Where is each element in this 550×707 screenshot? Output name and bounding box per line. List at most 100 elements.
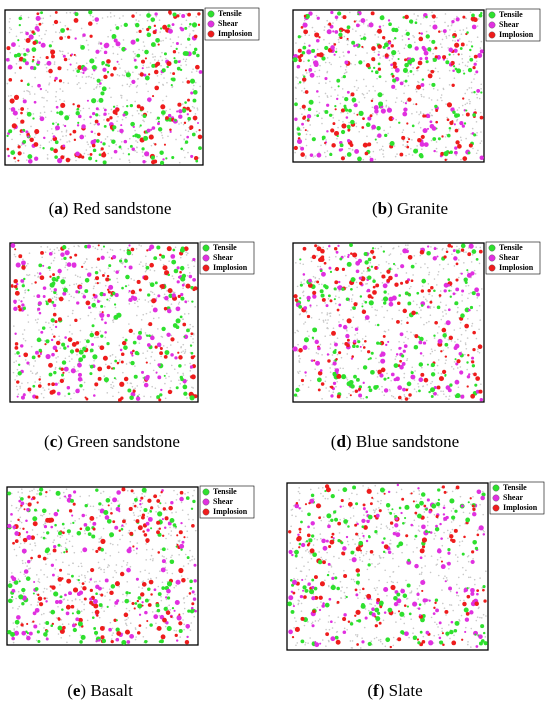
particle (445, 313, 447, 315)
particle (304, 34, 307, 36)
particle (309, 133, 312, 136)
particle (425, 339, 428, 342)
particle (321, 122, 323, 125)
particle (91, 302, 97, 308)
particle (122, 336, 124, 339)
particle (104, 595, 106, 597)
particle (130, 278, 133, 280)
particle (54, 382, 58, 386)
particle (32, 521, 38, 527)
particle (19, 496, 21, 498)
particle (86, 62, 88, 65)
particle (159, 31, 161, 33)
particle (412, 627, 415, 630)
particle (24, 562, 27, 564)
particle (454, 67, 458, 71)
particle (322, 246, 325, 249)
particle (141, 370, 145, 374)
particle (84, 261, 87, 263)
particle (306, 548, 309, 551)
particle (121, 640, 127, 646)
particle (440, 318, 443, 321)
particle (420, 93, 423, 96)
particle (79, 348, 82, 350)
particle (387, 329, 390, 331)
particle (71, 535, 74, 537)
particle (155, 510, 157, 513)
particle (88, 75, 90, 78)
particle (378, 51, 381, 53)
particle (23, 90, 26, 93)
legend-swatch (202, 264, 210, 272)
particle (29, 29, 32, 32)
particle (367, 294, 372, 299)
particle (128, 297, 133, 302)
particle (416, 145, 418, 147)
particle (417, 60, 423, 66)
particle (328, 259, 331, 261)
particle (159, 259, 162, 261)
particle (411, 366, 414, 369)
particle (456, 15, 458, 18)
particle (100, 538, 106, 544)
particle (353, 112, 356, 115)
particle (128, 289, 131, 293)
particle (307, 107, 312, 112)
particle (415, 88, 417, 91)
particle (185, 77, 188, 80)
particle (145, 262, 147, 265)
particle (14, 379, 16, 381)
particle (14, 255, 17, 258)
particle (372, 553, 375, 556)
particle (318, 95, 320, 98)
particle (122, 152, 125, 155)
particle (107, 290, 111, 294)
particle (470, 291, 472, 294)
particle (180, 575, 183, 577)
particle (329, 152, 333, 157)
particle (149, 510, 153, 513)
particle (62, 491, 65, 494)
particle (423, 96, 425, 98)
particle (193, 47, 198, 52)
particle (68, 371, 70, 374)
particle (454, 554, 457, 556)
particle (357, 326, 359, 328)
particle (302, 294, 305, 297)
particle (330, 128, 335, 133)
particle (400, 281, 404, 285)
legend-label: Shear (213, 497, 233, 506)
particle (30, 345, 33, 348)
particle (407, 138, 411, 141)
particle (419, 154, 424, 159)
particle (121, 534, 124, 537)
particle (309, 552, 312, 555)
particle (333, 53, 336, 56)
particle (28, 34, 34, 40)
particle (83, 597, 87, 601)
particle (11, 636, 15, 641)
particle (398, 340, 400, 343)
particle (7, 64, 13, 70)
particle (64, 36, 67, 38)
particle (195, 130, 198, 133)
particle (14, 290, 20, 296)
particle (106, 70, 110, 74)
particle (302, 126, 305, 129)
particle (305, 133, 308, 136)
particle (450, 604, 453, 606)
particle (22, 393, 26, 397)
particle (40, 613, 43, 616)
particle (393, 363, 399, 368)
particle (424, 263, 426, 265)
particle (427, 283, 430, 285)
particle (443, 33, 446, 35)
legend-label: Shear (218, 19, 238, 28)
particle (350, 300, 353, 303)
particle (28, 568, 30, 570)
particle (76, 83, 79, 86)
particle (76, 104, 81, 108)
particle (71, 599, 74, 602)
particle (160, 634, 166, 640)
particle (324, 155, 327, 158)
